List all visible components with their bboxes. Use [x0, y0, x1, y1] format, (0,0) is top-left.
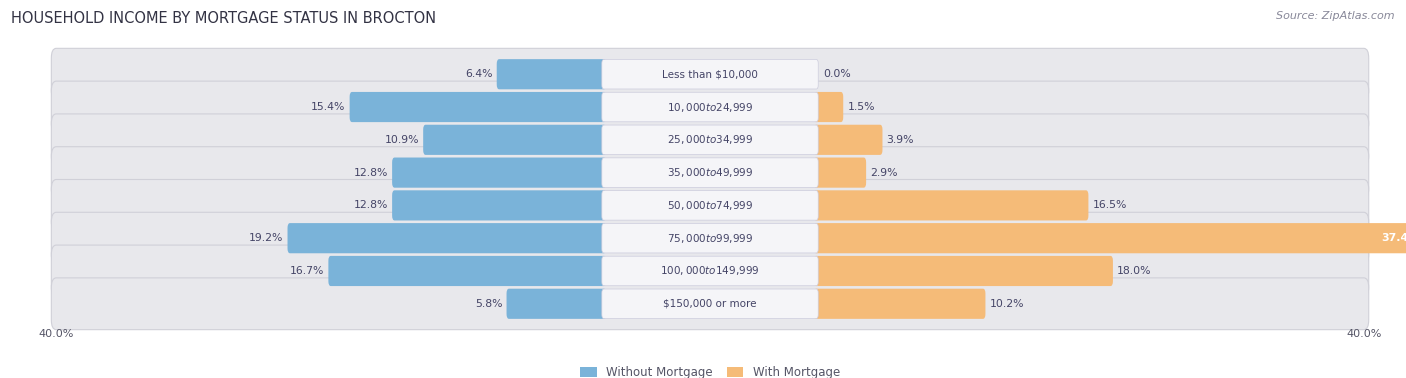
- Text: HOUSEHOLD INCOME BY MORTGAGE STATUS IN BROCTON: HOUSEHOLD INCOME BY MORTGAGE STATUS IN B…: [11, 11, 436, 26]
- Text: $100,000 to $149,999: $100,000 to $149,999: [661, 265, 759, 277]
- FancyBboxPatch shape: [52, 212, 1368, 264]
- FancyBboxPatch shape: [814, 289, 986, 319]
- FancyBboxPatch shape: [52, 48, 1368, 100]
- FancyBboxPatch shape: [423, 125, 606, 155]
- Text: 15.4%: 15.4%: [311, 102, 346, 112]
- Text: 10.9%: 10.9%: [385, 135, 419, 145]
- FancyBboxPatch shape: [814, 256, 1114, 286]
- Text: 19.2%: 19.2%: [249, 233, 284, 243]
- Text: 2.9%: 2.9%: [870, 167, 897, 178]
- FancyBboxPatch shape: [496, 59, 606, 89]
- Text: $75,000 to $99,999: $75,000 to $99,999: [666, 232, 754, 245]
- Text: 18.0%: 18.0%: [1116, 266, 1152, 276]
- FancyBboxPatch shape: [602, 158, 818, 187]
- Text: Source: ZipAtlas.com: Source: ZipAtlas.com: [1277, 11, 1395, 21]
- FancyBboxPatch shape: [52, 147, 1368, 198]
- FancyBboxPatch shape: [52, 81, 1368, 133]
- FancyBboxPatch shape: [52, 278, 1368, 330]
- Text: 10.2%: 10.2%: [990, 299, 1024, 309]
- FancyBboxPatch shape: [602, 59, 818, 89]
- Text: 0.0%: 0.0%: [823, 69, 851, 79]
- FancyBboxPatch shape: [392, 190, 606, 220]
- FancyBboxPatch shape: [52, 245, 1368, 297]
- FancyBboxPatch shape: [287, 223, 606, 253]
- FancyBboxPatch shape: [602, 289, 818, 319]
- Text: $25,000 to $34,999: $25,000 to $34,999: [666, 133, 754, 146]
- Text: 1.5%: 1.5%: [848, 102, 875, 112]
- FancyBboxPatch shape: [602, 191, 818, 220]
- FancyBboxPatch shape: [602, 125, 818, 155]
- FancyBboxPatch shape: [392, 158, 606, 188]
- FancyBboxPatch shape: [814, 158, 866, 188]
- FancyBboxPatch shape: [602, 223, 818, 253]
- Text: 5.8%: 5.8%: [475, 299, 502, 309]
- FancyBboxPatch shape: [52, 180, 1368, 231]
- FancyBboxPatch shape: [350, 92, 606, 122]
- FancyBboxPatch shape: [52, 114, 1368, 166]
- Legend: Without Mortgage, With Mortgage: Without Mortgage, With Mortgage: [581, 366, 839, 378]
- FancyBboxPatch shape: [506, 289, 606, 319]
- Text: $50,000 to $74,999: $50,000 to $74,999: [666, 199, 754, 212]
- FancyBboxPatch shape: [602, 256, 818, 286]
- FancyBboxPatch shape: [814, 190, 1088, 220]
- Text: 12.8%: 12.8%: [354, 167, 388, 178]
- Text: 6.4%: 6.4%: [465, 69, 492, 79]
- Text: 3.9%: 3.9%: [887, 135, 914, 145]
- FancyBboxPatch shape: [814, 92, 844, 122]
- Text: Less than $10,000: Less than $10,000: [662, 69, 758, 79]
- FancyBboxPatch shape: [814, 223, 1406, 253]
- FancyBboxPatch shape: [602, 92, 818, 122]
- Text: 16.5%: 16.5%: [1092, 200, 1126, 211]
- FancyBboxPatch shape: [329, 256, 606, 286]
- Text: $150,000 or more: $150,000 or more: [664, 299, 756, 309]
- FancyBboxPatch shape: [814, 125, 883, 155]
- Text: 37.4%: 37.4%: [1381, 233, 1406, 243]
- Text: $10,000 to $24,999: $10,000 to $24,999: [666, 101, 754, 113]
- Text: $35,000 to $49,999: $35,000 to $49,999: [666, 166, 754, 179]
- Text: 12.8%: 12.8%: [354, 200, 388, 211]
- Text: 16.7%: 16.7%: [290, 266, 325, 276]
